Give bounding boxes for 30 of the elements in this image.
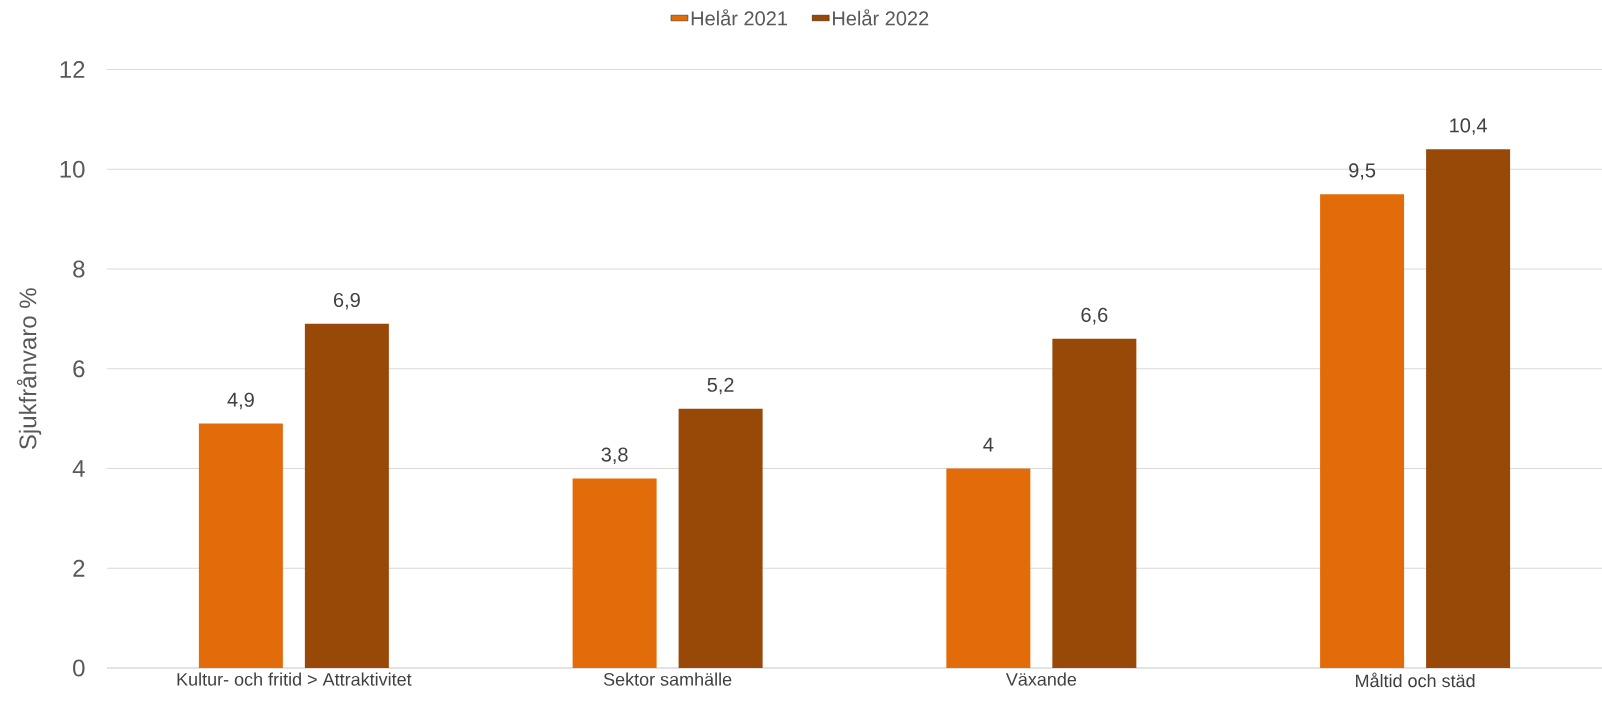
bar — [1426, 149, 1511, 668]
y-tick-label: 10 — [60, 160, 85, 178]
y-axis-title: Sjukfrånvaro % — [16, 288, 42, 450]
bar — [304, 323, 389, 668]
bar — [572, 478, 657, 668]
y-tick-label: 0 — [73, 659, 85, 677]
legend-label: Helår 2022 — [833, 9, 929, 26]
y-tick-label: 2 — [73, 559, 85, 577]
bar — [1320, 194, 1405, 668]
data-label: 4 — [983, 437, 994, 452]
y-tick-label: 6 — [73, 360, 85, 378]
data-label: 9,5 — [1349, 163, 1376, 180]
y-tick-label: 4 — [72, 460, 85, 477]
data-label: 5,2 — [707, 377, 734, 395]
y-tick-label: 8 — [73, 260, 85, 278]
legend-label: Helår 2021 — [691, 9, 787, 26]
bar — [946, 468, 1031, 668]
data-label: 10,4 — [1450, 118, 1487, 135]
data-label: 4,9 — [227, 392, 254, 410]
y-tick-label: 12 — [60, 61, 85, 78]
x-tick-label: Måltid och städ — [1356, 672, 1475, 688]
bar — [1052, 338, 1137, 668]
data-label: 6,9 — [333, 292, 360, 310]
bar — [678, 408, 763, 668]
x-tick-label: Kultur- och fritid > Attraktivitet — [177, 672, 412, 686]
bar — [198, 423, 283, 668]
data-label: 3,8 — [601, 447, 628, 465]
x-tick-label: Sektor samhälle — [603, 672, 732, 686]
x-tick-label: Växande — [1005, 672, 1077, 686]
data-label: 6,6 — [1081, 307, 1108, 325]
